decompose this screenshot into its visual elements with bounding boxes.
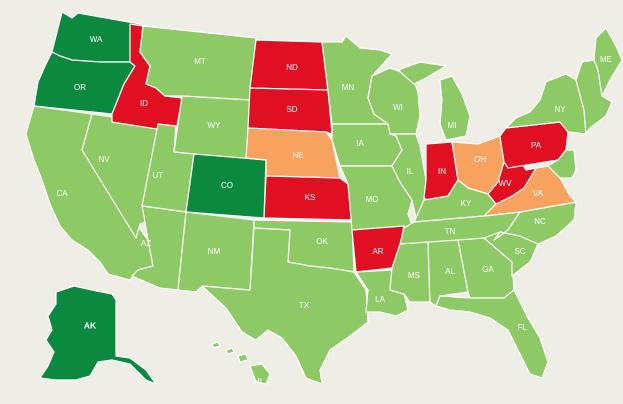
label-ny: NY [554,105,566,114]
label-ga: GA [482,265,494,274]
label-ia: IA [356,139,364,148]
state-hi[interactable] [211,341,271,385]
label-in: IN [438,167,446,176]
label-il: IL [407,167,414,176]
label-ak: AK [84,320,97,330]
label-ky: KY [461,199,472,208]
label-la: LA [375,295,385,304]
label-nd: ND [286,63,298,72]
label-wy: WY [208,121,222,130]
label-sc: SC [514,247,525,256]
state-me[interactable] [593,27,623,97]
state-wv[interactable] [487,159,537,205]
state-mi[interactable] [397,61,471,141]
state-fl[interactable] [435,289,549,379]
label-ca: CA [56,189,68,198]
label-mn: MN [342,83,355,92]
label-va: VA [533,189,544,198]
state-mid-atlantic-small[interactable] [547,149,577,179]
label-ok: OK [316,237,328,246]
state-nc[interactable] [493,201,577,245]
label-sd: SD [286,105,297,114]
label-ne: NE [292,151,303,160]
label-mo: MO [366,195,379,204]
state-il[interactable] [389,133,427,219]
label-wa: WA [90,35,103,44]
label-al: AL [445,267,455,276]
label-tx: TX [299,301,310,310]
label-tn: TN [445,227,456,236]
state-new-england-small[interactable] [575,59,613,135]
state-ak[interactable] [39,285,157,385]
label-oh: OH [474,155,486,164]
label-fl: FL [517,323,527,332]
label-me: ME [600,55,612,64]
label-nm: NM [208,247,221,256]
state-labels: WA OR CA NV ID MT WY UT AZ CO NM ND SD N… [56,35,612,386]
label-nc: NC [534,217,546,226]
label-mt: MT [194,57,206,66]
label-ut: UT [153,171,164,180]
label-wv: WV [499,179,513,188]
label-az: AZ [141,239,151,248]
label-id: ID [140,99,148,108]
label-or: OR [74,83,86,92]
state-sd[interactable] [247,87,333,135]
label-hi: HI [254,377,262,386]
label-wi: WI [393,103,403,112]
label-pa: PA [531,141,542,150]
state-tx[interactable] [201,227,369,385]
label-nv: NV [98,155,110,164]
label-ms: MS [408,271,420,280]
state-ny[interactable] [505,73,587,135]
label-co: CO [221,181,233,190]
label-ar: AR [372,247,383,256]
label-ks: KS [305,193,316,202]
label-mi: MI [448,121,457,130]
